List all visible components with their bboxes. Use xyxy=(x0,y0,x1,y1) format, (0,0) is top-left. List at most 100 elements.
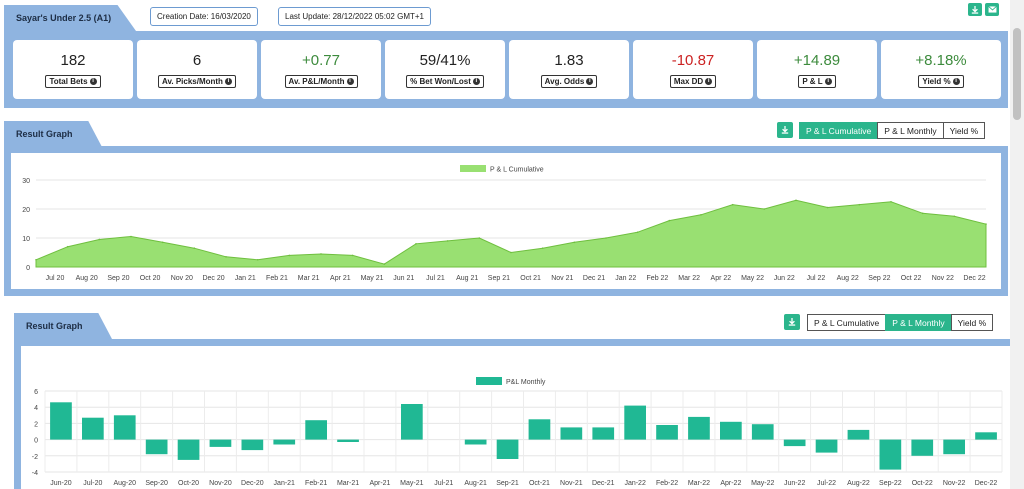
bar xyxy=(720,421,742,440)
info-icon[interactable]: i xyxy=(952,78,960,85)
stat-label[interactable]: Av. Picks/Month i xyxy=(158,75,236,88)
stat-label-text: Max DD xyxy=(673,77,704,86)
bar xyxy=(688,416,710,440)
info-icon[interactable]: i xyxy=(705,78,713,85)
x-tick-label: Jul-22 xyxy=(817,480,836,487)
stat-label[interactable]: Yield % i xyxy=(918,75,964,88)
mode-button[interactable]: P & L Monthly xyxy=(877,122,944,139)
bar xyxy=(401,404,423,440)
mode-button[interactable]: Yield % xyxy=(950,314,994,331)
page-scrollbar[interactable] xyxy=(1010,0,1024,489)
mode-button[interactable]: Yield % xyxy=(942,122,986,139)
bar xyxy=(145,439,168,455)
info-icon[interactable]: i xyxy=(824,78,832,85)
graph1-download-button[interactable] xyxy=(777,122,793,138)
stat-label[interactable]: % Bet Won/Lost i xyxy=(406,75,484,88)
stat-label[interactable]: Av. P&L/Month i xyxy=(284,75,358,88)
bar xyxy=(496,439,519,459)
bar xyxy=(177,439,200,460)
y-tick-label: -2 xyxy=(32,454,38,461)
graph2-download-button[interactable] xyxy=(784,314,800,330)
bar xyxy=(305,420,327,440)
x-tick-label: Sep 22 xyxy=(868,275,890,282)
y-tick-label: 30 xyxy=(22,178,30,185)
x-tick-label: Sep 20 xyxy=(107,275,129,282)
x-tick-label: Jul 21 xyxy=(426,275,445,282)
bar xyxy=(943,439,965,455)
mode-button[interactable]: P & L Monthly xyxy=(885,314,952,331)
x-tick-label: Jul 22 xyxy=(807,275,826,282)
download-button[interactable] xyxy=(968,3,982,16)
strategy-title-tab: Sayar's Under 2.5 (A1) xyxy=(4,5,136,31)
x-tick-label: Dec-21 xyxy=(592,480,615,487)
data-point xyxy=(351,254,354,257)
info-icon[interactable]: i xyxy=(586,78,594,85)
x-tick-label: Nov-22 xyxy=(943,480,966,487)
bar xyxy=(911,439,934,456)
bar xyxy=(815,439,838,453)
bar xyxy=(209,439,232,447)
y-tick-label: 0 xyxy=(26,265,30,272)
data-point xyxy=(985,223,987,225)
x-tick-label: Aug 20 xyxy=(76,275,98,282)
info-icon[interactable]: i xyxy=(472,78,480,85)
x-tick-label: Jan 22 xyxy=(615,275,636,282)
mode-button[interactable]: P & L Cumulative xyxy=(807,314,887,331)
info-icon[interactable]: i xyxy=(89,78,97,85)
data-point xyxy=(921,212,924,215)
scrollbar-thumb[interactable] xyxy=(1013,28,1021,120)
graph1-mode-selector: P & L Cumulative P & L Monthly Yield % xyxy=(799,122,986,139)
data-point xyxy=(478,237,481,239)
data-point xyxy=(636,231,639,233)
stat-label[interactable]: Total Bets i xyxy=(45,75,101,88)
x-tick-label: Aug-21 xyxy=(464,480,487,487)
x-tick-label: Sep-20 xyxy=(145,480,168,487)
result-graph-tab-2: Result Graph xyxy=(14,313,112,339)
stat-value: 1.83 xyxy=(554,52,584,69)
mode-button[interactable]: P & L Cumulative xyxy=(799,122,879,139)
creation-date: Creation Date: 16/03/2020 xyxy=(150,7,258,26)
result-graph-title-1: Result Graph xyxy=(16,129,73,139)
email-button[interactable] xyxy=(985,3,999,16)
stat-value: +8.18% xyxy=(915,52,967,69)
data-point xyxy=(225,256,227,258)
data-point xyxy=(953,215,956,218)
stat-card: +0.77 Av. P&L/Month i xyxy=(261,40,381,99)
info-icon[interactable]: i xyxy=(346,78,354,85)
data-point xyxy=(858,203,861,206)
x-tick-label: Oct 22 xyxy=(901,275,922,282)
data-point xyxy=(668,219,671,222)
x-tick-label: May 22 xyxy=(741,275,764,282)
x-tick-label: Dec 21 xyxy=(583,275,605,282)
data-point xyxy=(795,199,797,202)
x-tick-label: Jan-21 xyxy=(274,480,296,487)
stat-label[interactable]: Avg. Odds i xyxy=(540,75,598,88)
stat-label-text: Av. Picks/Month xyxy=(162,77,223,86)
bar xyxy=(241,439,264,451)
data-point xyxy=(573,241,576,244)
stat-value: 6 xyxy=(192,52,202,69)
y-tick-label: 6 xyxy=(34,389,38,396)
x-tick-label: May-21 xyxy=(400,480,423,487)
info-icon[interactable]: i xyxy=(224,78,232,85)
legend-label: P&L Monthly xyxy=(506,379,546,386)
x-tick-label: Apr-21 xyxy=(369,480,390,487)
x-tick-label: Jul-21 xyxy=(434,480,453,487)
x-tick-label: Mar 21 xyxy=(298,275,320,282)
y-tick-label: 10 xyxy=(22,236,30,243)
bar xyxy=(751,424,774,440)
x-tick-label: Feb 21 xyxy=(266,275,288,282)
stat-card: 59/41% % Bet Won/Lost i xyxy=(385,40,505,99)
data-point xyxy=(130,235,132,238)
x-tick-label: Apr 22 xyxy=(711,275,732,282)
stat-label[interactable]: Max DD i xyxy=(669,75,717,88)
stat-label-text: % Bet Won/Lost xyxy=(410,77,471,86)
legend-label: P & L Cumulative xyxy=(490,167,544,174)
data-point xyxy=(890,200,892,203)
y-tick-label: -4 xyxy=(32,470,38,477)
data-point xyxy=(256,258,259,261)
x-tick-label: Apr 21 xyxy=(330,275,351,282)
bar xyxy=(592,427,615,440)
data-point xyxy=(66,245,69,248)
